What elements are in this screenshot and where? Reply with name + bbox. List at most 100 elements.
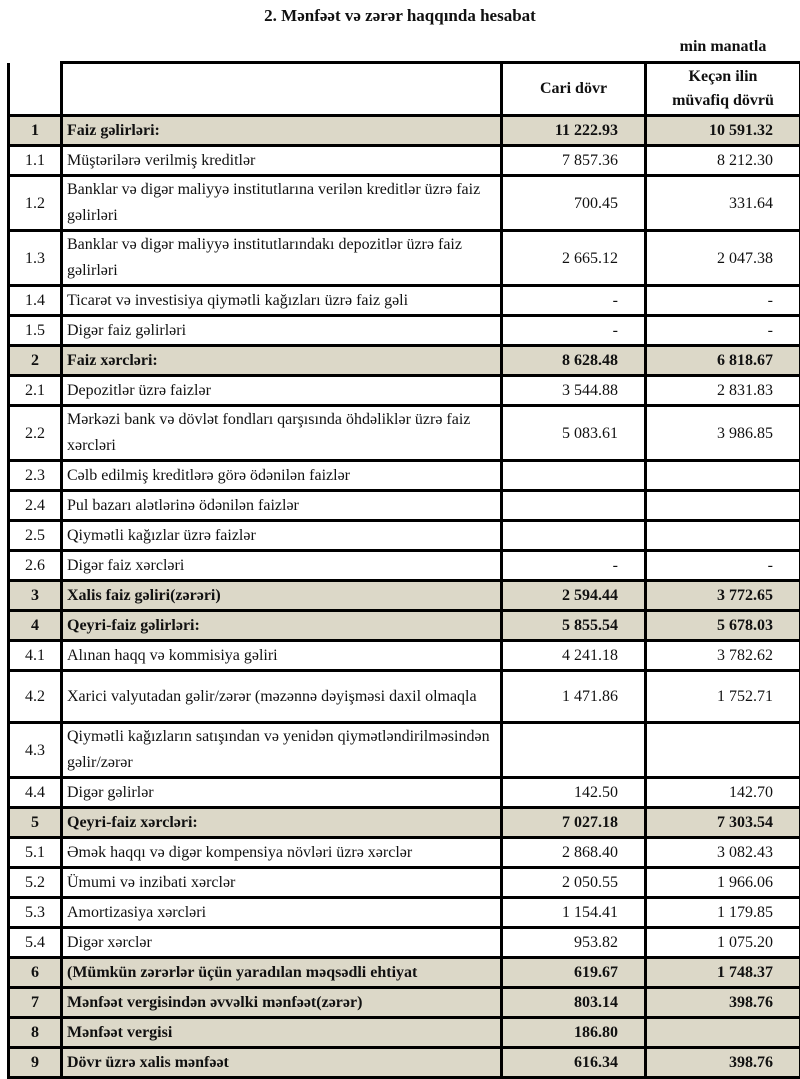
row-number: 5.4 bbox=[9, 928, 62, 958]
current-period-value bbox=[502, 521, 646, 551]
row-number: 5.3 bbox=[9, 898, 62, 928]
row-label: Mənfəət vergisindən əvvəlki mənfəət(zərə… bbox=[62, 988, 502, 1018]
row-number: 4.3 bbox=[9, 723, 62, 778]
row-label: Depozitlər üzrə faizlər bbox=[62, 376, 502, 406]
previous-period-value: 142.70 bbox=[646, 778, 800, 808]
previous-period-value: 2 831.83 bbox=[646, 376, 800, 406]
previous-period-value: 1 748.37 bbox=[646, 958, 800, 988]
previous-period-value: 10 591.32 bbox=[646, 116, 800, 146]
row-label: Əmək haqqı və digər kompensiya növləri ü… bbox=[62, 838, 502, 868]
header-previous-line2: müvafiq dövrü bbox=[672, 92, 774, 109]
row-label: Faiz xərcləri: bbox=[62, 346, 502, 376]
unit-label: min manatla bbox=[648, 38, 798, 56]
row-label: Mərkəzi bank və dövlət fondları qarşısın… bbox=[62, 406, 502, 461]
previous-period-value: 1 752.71 bbox=[646, 671, 800, 723]
table-row: 6(Mümkün zərərlər üçün yaradılan məqsədl… bbox=[9, 958, 800, 988]
current-period-value bbox=[502, 461, 646, 491]
row-label: Alınan haqq və kommisiya gəliri bbox=[62, 641, 502, 671]
previous-period-value: 1 966.06 bbox=[646, 868, 800, 898]
report-title: 2. Mənfəət və zərər haqqında hesabat bbox=[0, 6, 800, 26]
previous-period-value: 398.76 bbox=[646, 988, 800, 1018]
current-period-value: 1 154.41 bbox=[502, 898, 646, 928]
current-period-value: - bbox=[502, 551, 646, 581]
row-label: Müştərilərə verilmiş kreditlər bbox=[62, 146, 502, 176]
row-label: Xalis faiz gəliri(zərəri) bbox=[62, 581, 502, 611]
previous-period-value bbox=[646, 461, 800, 491]
row-label: Pul bazarı alətlərinə ödənilən faizlər bbox=[62, 491, 502, 521]
row-label: Digər faiz gəlirləri bbox=[62, 316, 502, 346]
current-period-value: 5 083.61 bbox=[502, 406, 646, 461]
row-number: 7 bbox=[9, 988, 62, 1018]
current-period-value: 2 665.12 bbox=[502, 231, 646, 286]
row-number: 3 bbox=[9, 581, 62, 611]
row-number: 5.2 bbox=[9, 868, 62, 898]
row-label: Amortizasiya xərcləri bbox=[62, 898, 502, 928]
current-period-value: 1 471.86 bbox=[502, 671, 646, 723]
previous-period-value: - bbox=[646, 316, 800, 346]
current-period-value: 8 628.48 bbox=[502, 346, 646, 376]
row-label: Qiymətli kağızların satışından və yenidə… bbox=[62, 723, 502, 778]
row-label: Qeyri-faiz gəlirləri: bbox=[62, 611, 502, 641]
row-number: 2 bbox=[9, 346, 62, 376]
previous-period-value: 2 047.38 bbox=[646, 231, 800, 286]
row-number: 1.2 bbox=[9, 176, 62, 231]
previous-period-value: 3 986.85 bbox=[646, 406, 800, 461]
previous-period-value: 7 303.54 bbox=[646, 808, 800, 838]
previous-period-value: 3 772.65 bbox=[646, 581, 800, 611]
header-label bbox=[62, 63, 502, 116]
header-no bbox=[9, 63, 62, 116]
current-period-value: 7 857.36 bbox=[502, 146, 646, 176]
header-previous-line1: Keçən ilin bbox=[689, 68, 758, 85]
row-number: 9 bbox=[9, 1048, 62, 1078]
current-period-value: 11 222.93 bbox=[502, 116, 646, 146]
row-number: 1.3 bbox=[9, 231, 62, 286]
previous-period-value: 1 179.85 bbox=[646, 898, 800, 928]
row-label: Digər xərclər bbox=[62, 928, 502, 958]
row-number: 1.1 bbox=[9, 146, 62, 176]
previous-period-value: 1 075.20 bbox=[646, 928, 800, 958]
row-label: (Mümkün zərərlər üçün yaradılan məqsədli… bbox=[62, 958, 502, 988]
previous-period-value: - bbox=[646, 286, 800, 316]
previous-period-value: 398.76 bbox=[646, 1048, 800, 1078]
current-period-value: - bbox=[502, 286, 646, 316]
row-number: 4.1 bbox=[9, 641, 62, 671]
row-number: 2.6 bbox=[9, 551, 62, 581]
previous-period-value: 8 212.30 bbox=[646, 146, 800, 176]
row-number: 4 bbox=[9, 611, 62, 641]
row-number: 8 bbox=[9, 1018, 62, 1048]
current-period-value: 7 027.18 bbox=[502, 808, 646, 838]
header-previous: Keçən ilin müvafiq dövrü bbox=[646, 63, 800, 116]
current-period-value bbox=[502, 723, 646, 778]
row-label: Banklar və digər maliyyə institutlarında… bbox=[62, 231, 502, 286]
current-period-value: 2 594.44 bbox=[502, 581, 646, 611]
previous-period-value bbox=[646, 521, 800, 551]
row-label: Dövr üzrə xalis mənfəət bbox=[62, 1048, 502, 1078]
row-label: Digər faiz xərcləri bbox=[62, 551, 502, 581]
current-period-value: 2 050.55 bbox=[502, 868, 646, 898]
row-number: 4.2 bbox=[9, 671, 62, 723]
previous-period-value: 5 678.03 bbox=[646, 611, 800, 641]
row-number: 6 bbox=[9, 958, 62, 988]
previous-period-value: 3 082.43 bbox=[646, 838, 800, 868]
current-period-value: 2 868.40 bbox=[502, 838, 646, 868]
current-period-value: 186.80 bbox=[502, 1018, 646, 1048]
row-number: 2.3 bbox=[9, 461, 62, 491]
